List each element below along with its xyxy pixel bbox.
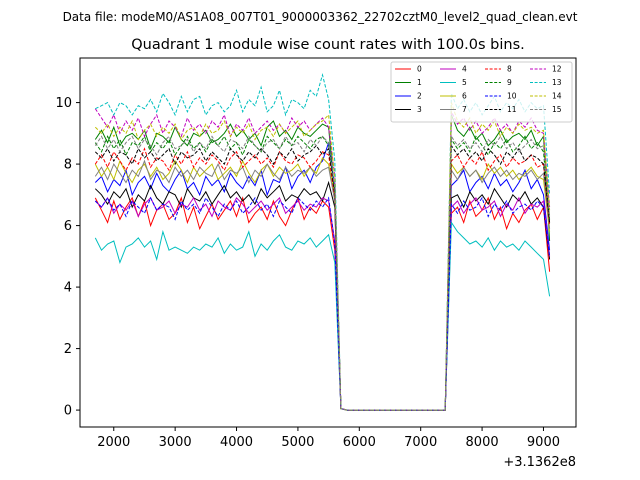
series-line-11 (94, 143, 551, 411)
legend-label-12: 12 (552, 65, 562, 74)
series-line-14 (94, 102, 551, 411)
series-line-7 (94, 159, 551, 411)
legend-label-3: 3 (417, 105, 422, 114)
legend-label-13: 13 (552, 78, 562, 87)
series-line-15 (94, 134, 551, 411)
x-axis-ticks: 2000 3000 4000 5000 6000 7000 8000 9000 (97, 427, 560, 450)
figure-suptitle: Data file: modeM0/AS1A08_007T01_90000033… (63, 10, 578, 24)
series-line-1 (94, 114, 551, 411)
legend-label-9: 9 (507, 78, 512, 87)
x-tick-label: 4000 (220, 435, 253, 450)
series-line-2 (94, 142, 551, 411)
legend-frame (390, 61, 573, 123)
x-tick-label: 6000 (343, 435, 376, 450)
series-line-8 (94, 147, 551, 411)
series-line-4 (94, 196, 551, 411)
x-tick-label: 3000 (159, 435, 192, 450)
x-tick-label: 7000 (404, 435, 437, 450)
y-tick-label: 10 (55, 96, 72, 111)
series-line-10 (94, 196, 551, 411)
y-axis-ticks: 0 2 4 6 8 10 (55, 96, 80, 419)
legend-label-4: 4 (462, 65, 467, 74)
legend-label-11: 11 (507, 105, 517, 114)
plot-lines (94, 72, 551, 411)
legend-label-0: 0 (417, 65, 422, 74)
legend-label-15: 15 (552, 105, 562, 114)
legend-label-14: 14 (552, 92, 562, 101)
x-tick-label: 2000 (97, 435, 130, 450)
y-tick-label: 2 (64, 342, 72, 357)
series-line-12 (94, 108, 551, 411)
series-line-3 (94, 180, 551, 411)
legend-label-10: 10 (507, 92, 517, 101)
axes-frame (79, 57, 577, 428)
legend-label-6: 6 (462, 92, 467, 101)
x-offset-label: +3.1362e8 (503, 455, 576, 470)
chart-title: Quadrant 1 module wise count rates with … (131, 37, 525, 53)
y-tick-label: 8 (64, 158, 72, 173)
series-line-9 (94, 135, 551, 411)
legend-label-8: 8 (507, 65, 512, 74)
x-tick-label: 5000 (281, 435, 314, 450)
legend-label-2: 2 (417, 92, 422, 101)
x-tick-label: 8000 (466, 435, 499, 450)
y-tick-label: 4 (64, 281, 72, 296)
legend-label-1: 1 (417, 78, 422, 87)
series-line-5 (94, 220, 551, 411)
legend-label-7: 7 (462, 105, 467, 114)
y-tick-label: 6 (64, 219, 72, 234)
x-tick-label: 9000 (527, 435, 560, 450)
legend-label-5: 5 (462, 78, 467, 87)
y-tick-label: 0 (64, 404, 72, 419)
